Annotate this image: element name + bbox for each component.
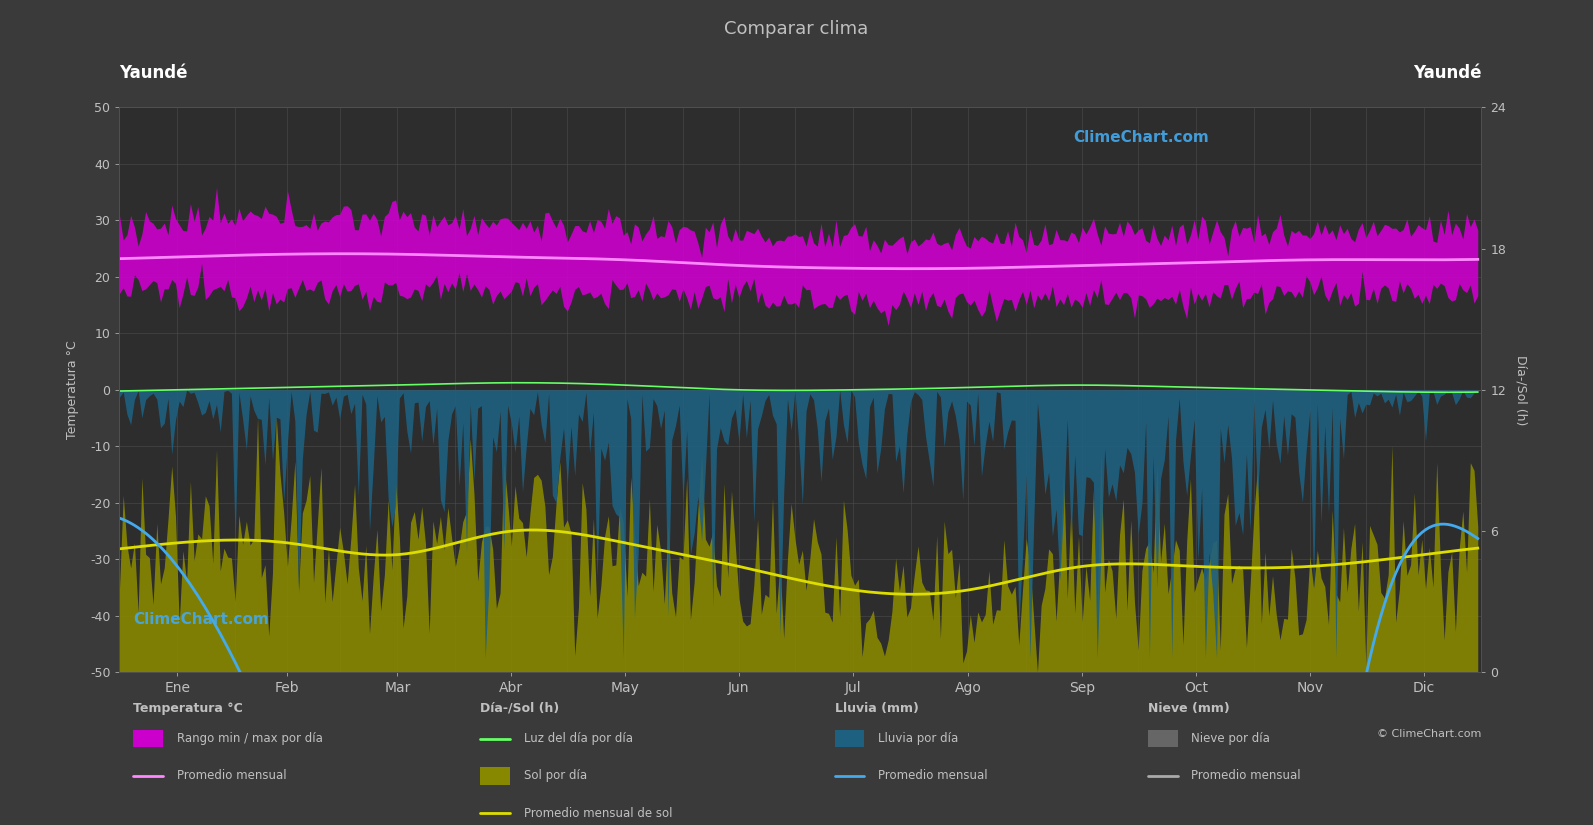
Text: Promedio mensual: Promedio mensual [1192, 770, 1301, 782]
Text: Promedio mensual: Promedio mensual [878, 770, 988, 782]
Y-axis label: Día-/Sol (h): Día-/Sol (h) [1515, 355, 1528, 425]
Text: Comparar clima: Comparar clima [725, 20, 868, 38]
Text: Lluvia (mm): Lluvia (mm) [835, 701, 919, 714]
Text: Nieve (mm): Nieve (mm) [1149, 701, 1230, 714]
Text: Yaundé: Yaundé [1413, 64, 1481, 82]
Text: ClimeChart.com: ClimeChart.com [134, 612, 269, 627]
Text: Nieve por día: Nieve por día [1192, 733, 1270, 745]
Text: Temperatura °C: Temperatura °C [134, 701, 242, 714]
Bar [134, 730, 162, 747]
Bar [1149, 730, 1177, 747]
Text: Promedio mensual: Promedio mensual [177, 770, 287, 782]
Text: © ClimeChart.com: © ClimeChart.com [1376, 729, 1481, 739]
Bar [481, 767, 510, 785]
Text: Rango min / max por día: Rango min / max por día [177, 733, 322, 745]
Text: Lluvia por día: Lluvia por día [878, 733, 959, 745]
Text: Yaundé: Yaundé [119, 64, 188, 82]
Text: ClimeChart.com: ClimeChart.com [1074, 130, 1209, 145]
Text: Luz del día por día: Luz del día por día [524, 733, 632, 745]
Text: Promedio mensual de sol: Promedio mensual de sol [524, 807, 672, 819]
Text: Día-/Sol (h): Día-/Sol (h) [481, 701, 559, 714]
Text: Sol por día: Sol por día [524, 770, 588, 782]
Bar [835, 730, 865, 747]
Y-axis label: Temperatura °C: Temperatura °C [65, 341, 78, 439]
